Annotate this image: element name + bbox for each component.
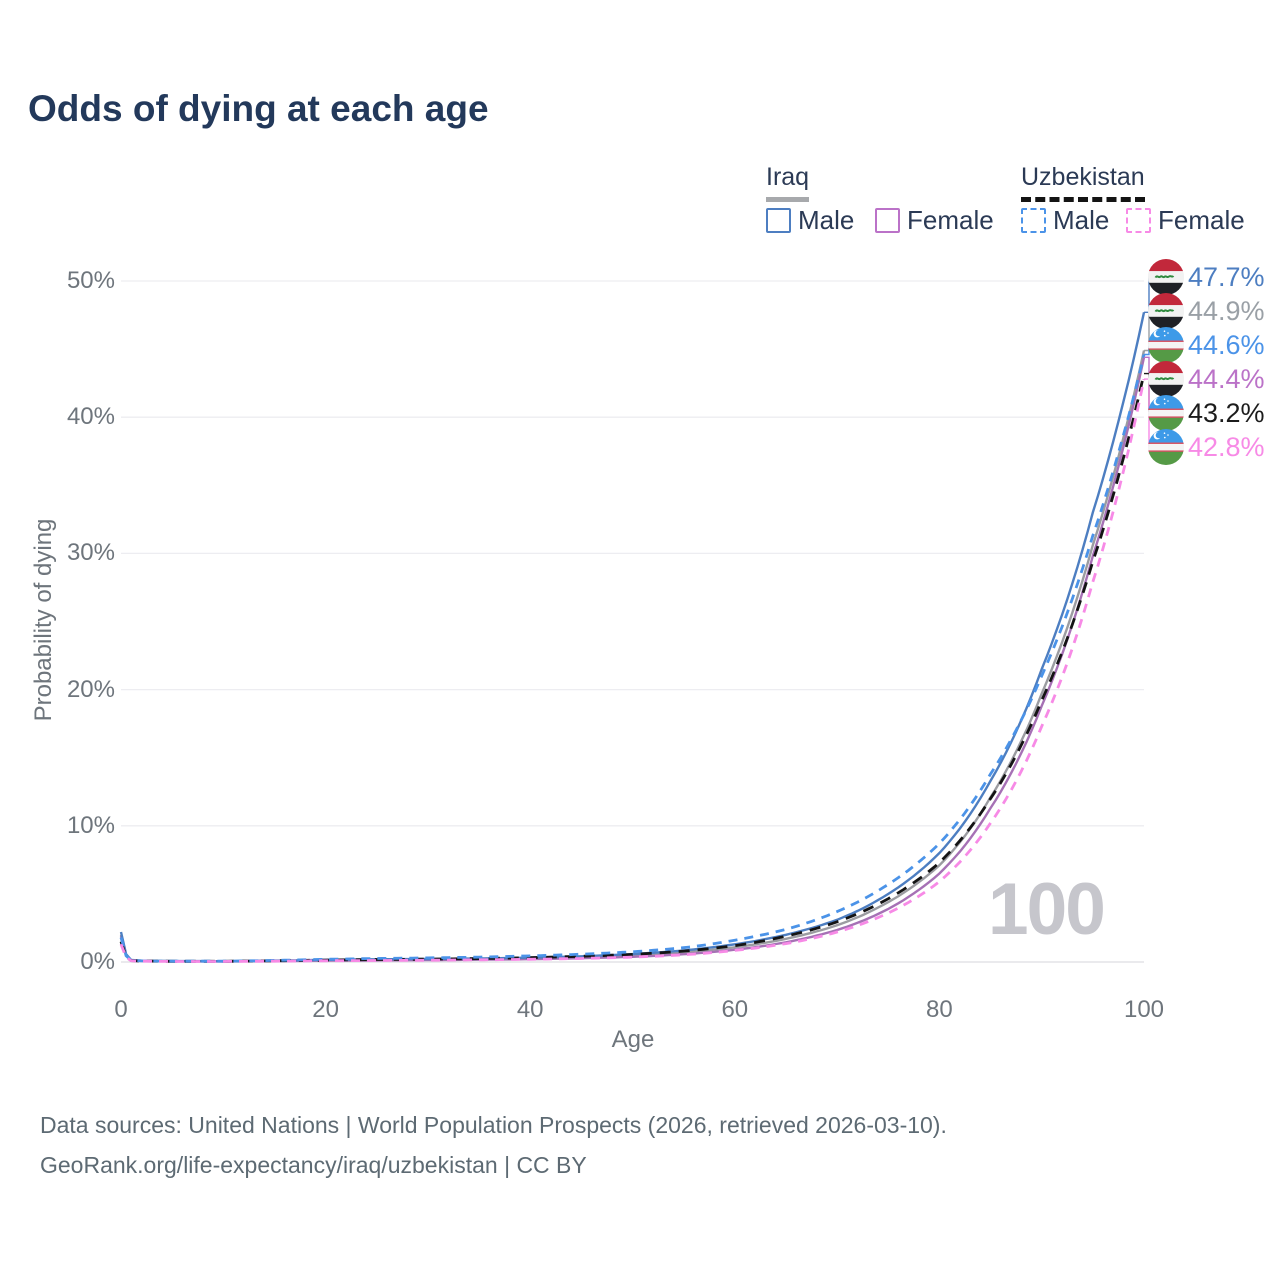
series-line-iraq-male <box>119 312 1146 963</box>
legend-swatch-iraq-female <box>875 207 900 233</box>
uzbekistan-flag-icon <box>1148 429 1184 465</box>
y-tick-20%: 20% <box>66 675 115 703</box>
series-line-uzbekistan-female <box>119 378 1146 963</box>
iraq-flag-icon <box>1148 293 1184 329</box>
legend-item-iraq-female[interactable]: Female <box>875 204 994 235</box>
x-tick-60: 60 <box>721 996 749 1023</box>
legend-swatch-iraq-male <box>766 207 791 233</box>
end-value-iraq-male: 47.7% <box>1188 262 1265 292</box>
legend-group-uzbekistan[interactable]: Uzbekistan <box>1021 163 1145 202</box>
end-value-uzbekistan-male: 44.6% <box>1188 330 1265 360</box>
iraq-flag-icon <box>1148 259 1184 295</box>
footer-attribution-link[interactable]: GeoRank.org/life-expectancy/iraq/uzbekis… <box>40 1152 587 1178</box>
y-tick-40%: 40% <box>66 403 115 431</box>
y-tick-50%: 50% <box>66 267 115 294</box>
iraq-flag-icon <box>1148 361 1184 397</box>
legend-item-uzbekistan-male[interactable]: Male <box>1021 204 1110 235</box>
x-tick-80: 80 <box>926 996 953 1023</box>
series-line-uzbekistan-both <box>119 373 1146 963</box>
x-tick-0: 0 <box>114 996 128 1023</box>
end-value-iraq-female: 44.4% <box>1188 364 1265 394</box>
y-axis-title: Probability of dying <box>30 518 57 722</box>
legend-item-label-uzbekistan-female: Female <box>1158 204 1245 235</box>
x-axis-title: Age <box>611 1026 655 1053</box>
end-value-iraq-both: 44.9% <box>1188 296 1265 326</box>
uzbekistan-flag-icon <box>1148 327 1184 363</box>
legend-item-label-uzbekistan-male: Male <box>1053 204 1110 235</box>
legend-group-iraq[interactable]: Iraq <box>766 163 810 202</box>
legend-item-label-iraq-female: Female <box>907 204 994 235</box>
series-line-uzbekistan-male <box>119 354 1146 963</box>
end-value-uzbekistan-both: 43.2% <box>1188 398 1265 428</box>
y-tick-10%: 10% <box>66 811 115 839</box>
watermark-max-age: 100 <box>988 869 1106 950</box>
legend-item-iraq-male[interactable]: Male <box>766 204 855 235</box>
x-tick-20: 20 <box>312 996 339 1023</box>
uzbekistan-flag-icon <box>1148 395 1184 431</box>
page-title: Odds of dying at each age <box>28 88 489 129</box>
legend-item-label-iraq-male: Male <box>798 204 855 235</box>
footer: Data sources: United Nations | World Pop… <box>40 1105 947 1185</box>
end-value-uzbekistan-female: 42.8% <box>1188 432 1265 462</box>
y-tick-30%: 30% <box>66 539 115 567</box>
x-tick-40: 40 <box>516 996 544 1023</box>
footer-data-sources: Data sources: United Nations | World Pop… <box>40 1112 947 1138</box>
legend-swatch-uzbekistan-male <box>1021 207 1046 233</box>
x-tick-100: 100 <box>1123 996 1165 1023</box>
legend-item-uzbekistan-female[interactable]: Female <box>1126 204 1245 235</box>
y-tick-0%: 0% <box>80 948 115 975</box>
legend-swatch-uzbekistan-female <box>1126 207 1151 233</box>
